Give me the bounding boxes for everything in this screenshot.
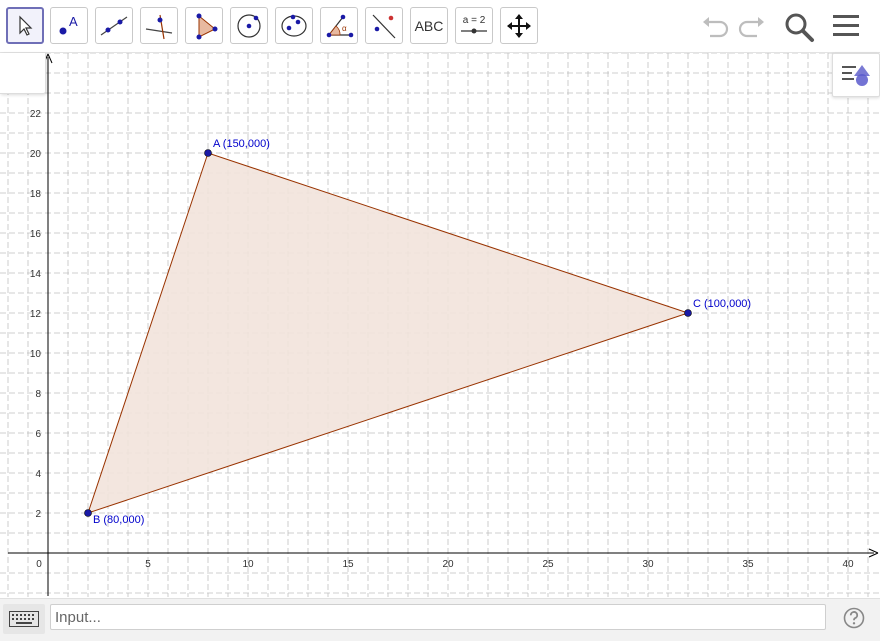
x-tick-label: 40	[842, 559, 854, 570]
y-tick-label: 2	[35, 509, 41, 520]
reflect-about-line-icon	[372, 14, 396, 38]
grid	[0, 52, 880, 597]
x-tick-label: 35	[742, 559, 754, 570]
help-icon[interactable]	[843, 607, 865, 629]
line-tool-button[interactable]	[95, 7, 133, 44]
redo-icon	[738, 17, 764, 38]
cursor-arrow-icon	[19, 15, 33, 36]
search-button[interactable]	[783, 11, 815, 43]
input-bar	[0, 598, 880, 641]
point-c[interactable]	[684, 309, 692, 317]
circle-tool-button[interactable]	[230, 7, 268, 44]
main-menu-button[interactable]	[831, 12, 861, 40]
keyboard-button[interactable]	[3, 604, 45, 634]
angle-tool-button[interactable]: α	[320, 7, 358, 44]
y-tick-label: 8	[35, 389, 41, 400]
point-label-a: A (150,000)	[213, 138, 270, 150]
x-tick-label: 0	[36, 559, 42, 570]
y-tick-label: 6	[35, 429, 41, 440]
x-tick-label: 20	[442, 559, 454, 570]
y-tick-label: 16	[30, 229, 42, 240]
style-bar-icon	[842, 65, 870, 86]
perpendicular-line-icon	[145, 14, 173, 39]
toolbar: A	[0, 0, 880, 53]
angle-icon: α	[326, 14, 354, 37]
move-tool-button[interactable]	[6, 7, 44, 44]
text-tool-button[interactable]: ABC	[410, 7, 448, 44]
triangle-polygon[interactable]	[87, 152, 690, 514]
polygon-icon	[196, 13, 218, 39]
keyboard-icon	[9, 611, 39, 627]
graphics-canvas[interactable]: 0 5 10 15 20 25 30 35 40 2 4 6 8 10 12 14 16 18 20 22 A (15…	[0, 52, 880, 597]
line-through-points-icon	[100, 16, 128, 35]
y-tick-label: 12	[30, 309, 42, 320]
move-graphics-arrows-icon	[507, 13, 531, 38]
point-a[interactable]	[204, 149, 212, 157]
slider-icon: a = 2	[461, 15, 487, 33]
point-tool-label: A	[69, 14, 78, 29]
point-label-c: C (100,000)	[693, 298, 751, 310]
x-tick-label: 10	[242, 559, 254, 570]
polygon-tool-button[interactable]	[185, 7, 223, 44]
point-label-b: B (80,000)	[93, 514, 144, 526]
circle-center-point-icon	[237, 13, 261, 38]
undo-button[interactable]	[700, 12, 730, 40]
y-tick-label: 22	[30, 109, 42, 120]
slider-tool-label: a = 2	[463, 15, 486, 26]
reflect-tool-button[interactable]	[365, 7, 403, 44]
ellipse-tool-button[interactable]	[275, 7, 313, 44]
menu-icon	[833, 15, 859, 36]
x-tick-label: 25	[542, 559, 554, 570]
redo-button[interactable]	[737, 12, 767, 40]
x-axis-arrow	[868, 548, 879, 558]
point-icon: A	[59, 14, 78, 34]
y-tick-label: 18	[30, 189, 42, 200]
angle-tool-label: α	[342, 24, 347, 33]
x-tick-label: 5	[145, 559, 151, 570]
y-tick-label: 20	[30, 149, 42, 160]
graphics-view[interactable]: 0 5 10 15 20 25 30 35 40 2 4 6 8 10 12 14 16 18 20 22 A (15…	[0, 52, 880, 597]
axes	[8, 53, 879, 596]
slider-tool-button[interactable]: a = 2	[455, 7, 493, 44]
point-tool-button[interactable]: A	[50, 7, 88, 44]
ellipse-icon	[281, 14, 307, 37]
tick-labels: 0 5 10 15 20 25 30 35 40 2 4 6 8 10 12 14 16 18 20 22	[30, 109, 854, 570]
points: A (150,000) B (80,000) C (100,000)	[84, 138, 751, 526]
move-graphics-tool-button[interactable]	[500, 7, 538, 44]
point-b[interactable]	[84, 509, 92, 517]
style-bar-toggle-button[interactable]	[832, 53, 880, 97]
text-tool-label: ABC	[414, 17, 444, 34]
search-icon	[785, 13, 814, 42]
x-tick-label: 15	[342, 559, 354, 570]
y-tick-label: 14	[30, 269, 42, 280]
undo-icon	[703, 17, 729, 38]
input-field[interactable]	[50, 604, 826, 630]
y-tick-label: 10	[30, 349, 42, 360]
y-tick-label: 4	[35, 469, 41, 480]
algebra-view-toggle[interactable]	[0, 53, 46, 94]
perpendicular-tool-button[interactable]	[140, 7, 178, 44]
x-tick-label: 30	[642, 559, 654, 570]
